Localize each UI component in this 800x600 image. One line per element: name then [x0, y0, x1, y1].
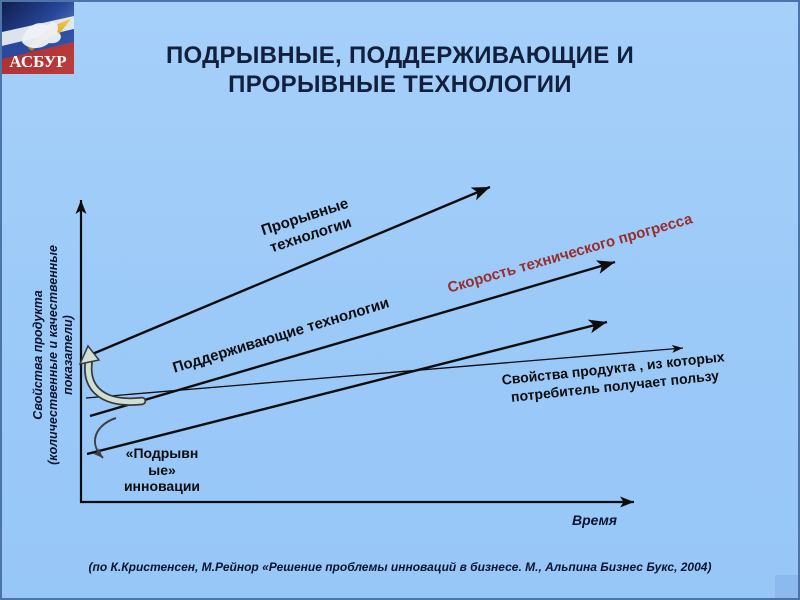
- slide-title-line2: ПРОРЫВНЫЕ ТЕХНОЛОГИИ: [228, 70, 572, 98]
- y-axis-label: Свойства продукта (количественные и каче…: [31, 245, 75, 465]
- winged-creature: [22, 22, 61, 49]
- curved-arrow-to-disruptive: [93, 417, 117, 459]
- breakthrough-arrow: [89, 185, 491, 357]
- slide-title: ПОДРЫВНЫЕ, ПОДДЕРЖИВАЮЩИЕ И ПРОРЫВНЫЕ ТЕ…: [2, 42, 798, 100]
- product-utility-arrow: [85, 344, 684, 399]
- asbur-logo: АСБУР: [2, 2, 74, 74]
- curved-swoosh-arrow: [78, 344, 147, 406]
- asbur-logo-text: АСБУР: [9, 52, 66, 71]
- corner-accent: [775, 575, 798, 598]
- disruptive-label: «Подрывн ые» инновации: [123, 445, 201, 495]
- citation: (по К.Кристенсен, М.Рейнор «Решение проб…: [88, 560, 712, 574]
- x-axis-label: Время: [572, 512, 618, 528]
- flag-red-stripe: [2, 42, 74, 74]
- asbur-logo-image: АСБУР: [2, 2, 74, 74]
- disruptive-arrow: [86, 319, 608, 456]
- slide-title-line1: ПОДРЫВНЫЕ, ПОДДЕРЖИВАЮЩИЕ И: [165, 42, 635, 69]
